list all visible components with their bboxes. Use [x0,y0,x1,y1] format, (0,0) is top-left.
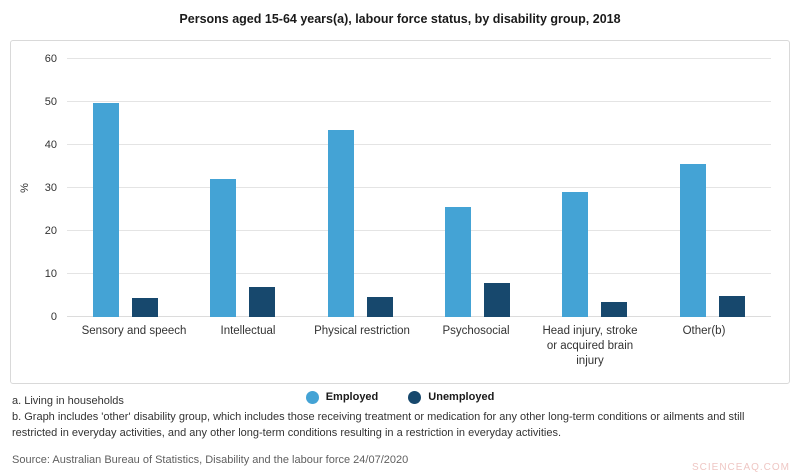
bar-employed [327,129,354,317]
x-axis-category-label: Other(b) [682,325,726,337]
bar-group [536,59,653,317]
y-tick-label: 30 [44,182,57,194]
legend-dot-unemployed [408,390,422,404]
x-axis-category-label: Psychosocial [442,325,510,337]
plot-area [67,58,771,317]
x-axis-category-label: Intellectual [220,325,276,337]
legend-dot-employed [305,390,319,404]
bar-group [654,59,771,317]
legend: Employed Unemployed [21,390,779,404]
chart-container: % 0 10 20 30 40 50 60 Sensory and speech Intell… [10,40,790,404]
chart-title: Persons aged 15-64 years(a), labour forc… [179,12,621,26]
bar-group [184,59,301,317]
gridline [67,187,771,188]
footnotes: a. Living in households b. Graph include… [12,394,788,441]
bar-employed [445,206,472,317]
gridline [67,316,771,317]
footnote-b: b. Graph includes 'other' disability gro… [12,411,745,439]
legend-label: Unemployed [428,391,495,404]
legend-item-unemployed: Unemployed [408,390,495,404]
gridline [67,273,771,274]
bar-unemployed [366,297,393,317]
source-text: Source: Australian Bureau of Statistics,… [12,454,409,467]
x-axis-category-label: Physical restriction [314,325,410,337]
bar-employed [679,163,706,317]
bar-group [67,59,184,317]
x-axis-labels: Sensory and speech Intellectual Physical r… [77,324,761,369]
legend-item-employed: Employed [305,390,379,404]
watermark: SCIENCEAQ.COM [691,462,790,473]
bar-groups [67,59,771,317]
footnote-a: a. Living in households [12,395,124,407]
gridline [67,144,771,145]
bar-unemployed [484,283,511,317]
bar-unemployed [132,297,159,317]
y-tick-label: 0 [50,311,57,323]
x-axis-category-label: Sensory and speech [81,325,187,337]
bar-unemployed [601,302,628,317]
gridline [67,101,771,102]
gridline [67,230,771,231]
gridline [67,58,771,59]
bar-group [419,59,536,317]
y-tick-label: 40 [44,139,57,151]
bar-group [302,59,419,317]
bar-employed [210,179,237,317]
y-tick-label: 60 [44,53,57,65]
bar-unemployed [249,287,276,317]
y-tick-label: 50 [44,96,57,108]
chart-area: % 0 10 20 30 40 50 60 [19,53,771,323]
legend-label: Employed [325,391,379,404]
page: Persons aged 15-64 years(a), labour forc… [10,12,790,473]
y-axis-ticks: 0 10 20 30 40 50 60 [29,53,57,323]
bar-unemployed [718,295,745,317]
bar-employed [562,192,589,317]
y-tick-label: 20 [44,225,57,237]
x-axis-category-label: Head injury, stroke or acquired brain in… [542,325,638,367]
y-tick-label: 10 [44,268,57,280]
bar-employed [93,102,120,317]
